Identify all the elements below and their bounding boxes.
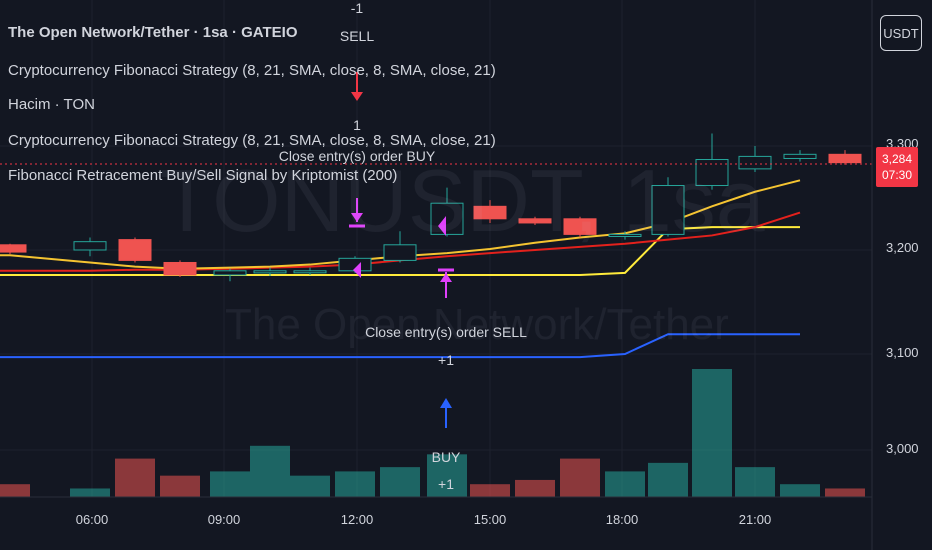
indicator-legend-4[interactable]: Fibonacci Retracement Buy/Sell Signal by… (8, 167, 398, 184)
volume-bar (560, 458, 600, 497)
candle-body (651, 185, 685, 235)
candle-body (163, 261, 197, 276)
price-tick: 3,200 (886, 240, 919, 255)
symbol-title[interactable]: The Open Network/Tether · 1sa · GATEIO (8, 24, 298, 41)
price-tick: 3,000 (886, 441, 919, 456)
volume-bar (692, 369, 732, 497)
signal-markers (349, 72, 454, 428)
candle-body (828, 153, 862, 164)
volume-bar (427, 454, 467, 497)
price-tick: 3,100 (886, 345, 919, 360)
candle-body (563, 218, 597, 235)
candle-body (213, 270, 247, 276)
candle-body (0, 244, 27, 253)
time-tick: 18:00 (605, 512, 639, 527)
currency-button[interactable]: USDT (880, 15, 922, 51)
candle-body (253, 270, 287, 274)
volume-bar (115, 458, 155, 497)
close-sell-label: Close entry(s) order SELL (365, 324, 527, 340)
candle-body (293, 270, 327, 274)
candle-body (73, 241, 107, 251)
volume-bar (335, 471, 375, 497)
candlesticks (0, 133, 862, 282)
watermark-name: The Open Network/Tether (225, 300, 729, 349)
candle-body (118, 239, 152, 261)
close-sell-arrow-head (440, 273, 452, 282)
sell-label: SELL (339, 28, 375, 44)
mid-marker-label: 1 (353, 117, 361, 133)
volume-bar (735, 467, 775, 497)
buy-label: BUY (431, 449, 461, 465)
entry-marker-right (438, 216, 446, 236)
volume-bar (470, 484, 510, 497)
bar-countdown: 07:30 (881, 168, 913, 182)
close-buy-label: Close entry(s) order BUY (278, 148, 436, 164)
indicator-legend-3[interactable]: Cryptocurrency Fibonacci Strategy (8, 21… (8, 132, 496, 149)
volume-bar (515, 479, 555, 497)
volume-bar (780, 484, 820, 497)
time-tick: 06:00 (75, 512, 109, 527)
time-tick: 12:00 (340, 512, 374, 527)
volume-bar (605, 471, 645, 497)
candle-body (783, 153, 817, 159)
candle-body (473, 205, 507, 220)
volume-bar (825, 488, 865, 497)
volume-bar (380, 467, 420, 497)
candle-body (738, 155, 772, 170)
time-tick: 09:00 (207, 512, 241, 527)
watermark-ticker: TONUSDT, 1sa (160, 151, 765, 250)
candle-body (430, 202, 464, 235)
candle-body (383, 244, 417, 261)
sell-arrow-head (351, 92, 363, 101)
entry-marker-left (353, 262, 361, 278)
volume-bar (70, 488, 110, 497)
indicator-legend-2[interactable]: Hacim · TON (8, 96, 95, 113)
sell-count: -1 (350, 0, 364, 16)
buy-count: +1 (438, 476, 454, 492)
fib-blue-line (0, 333, 800, 359)
last-price-value: 3,284 (881, 152, 913, 166)
buy-arrow-head (440, 398, 452, 408)
volume-bar (250, 445, 290, 497)
volume-bar (0, 484, 30, 497)
candle-body (518, 218, 552, 224)
volume-bar (210, 471, 250, 497)
time-tick: 21:00 (738, 512, 772, 527)
volume-bar (160, 475, 200, 497)
volume-bar (648, 462, 688, 497)
candle-body (608, 233, 642, 237)
time-tick: 15:00 (473, 512, 507, 527)
last-price-tag: 3,284 07:30 (876, 147, 918, 187)
plus-one-label: +1 (438, 352, 454, 368)
close-buy-arrow-head (351, 213, 363, 222)
indicator-legend-1[interactable]: Cryptocurrency Fibonacci Strategy (8, 21… (8, 62, 496, 79)
volume-bar (290, 475, 330, 497)
volume-bars (0, 369, 865, 497)
